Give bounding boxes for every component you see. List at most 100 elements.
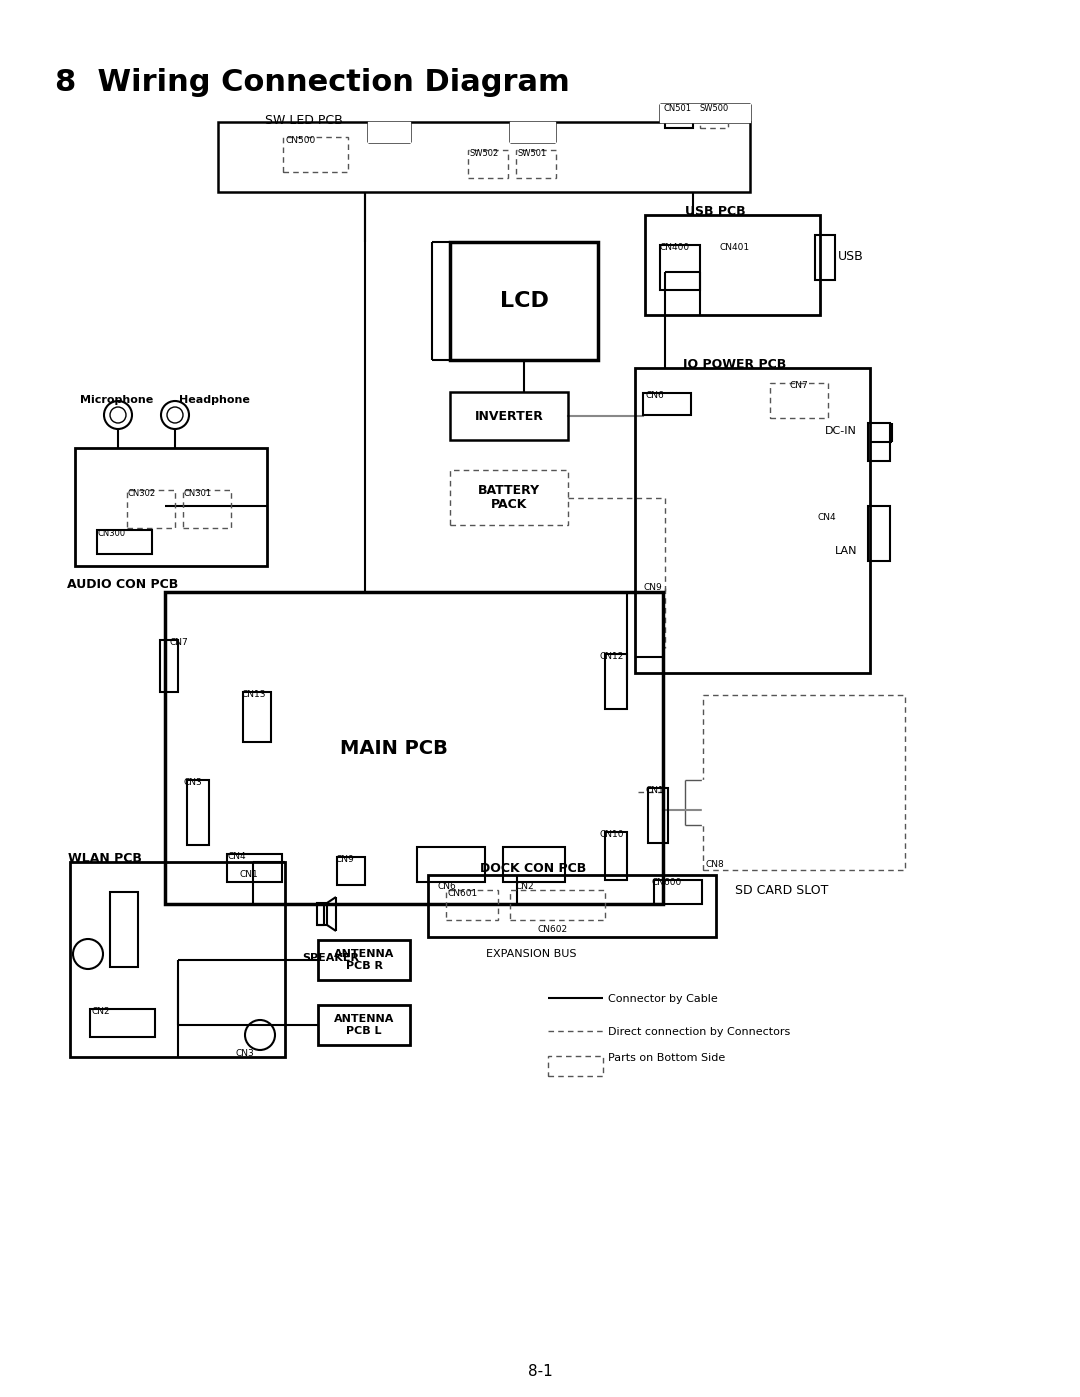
Text: SW502: SW502 (469, 149, 498, 158)
Bar (868, 506, 890, 562)
Bar (868, 423, 890, 461)
Text: USB PCB: USB PCB (685, 205, 745, 218)
Bar (446, 890, 498, 921)
Bar (428, 875, 716, 937)
Text: EXPANSION BUS: EXPANSION BUS (486, 949, 577, 958)
Bar (165, 592, 663, 904)
Bar (548, 1056, 603, 1076)
Bar (218, 122, 750, 191)
Text: MAIN PCB: MAIN PCB (340, 739, 448, 757)
Text: DC-IN: DC-IN (825, 426, 856, 436)
Text: SW501: SW501 (517, 149, 546, 158)
Text: INVERTER: INVERTER (474, 409, 543, 422)
Bar (468, 149, 508, 177)
Bar (660, 244, 700, 291)
Text: CN9: CN9 (643, 583, 662, 592)
Text: DOCK CON PCB: DOCK CON PCB (480, 862, 586, 875)
Text: LAN: LAN (835, 546, 858, 556)
Bar (815, 235, 835, 279)
Text: CN3: CN3 (183, 778, 202, 787)
Bar (450, 242, 598, 360)
Text: Direct connection by Connectors: Direct connection by Connectors (608, 1027, 791, 1037)
Text: 8  Wiring Connection Diagram: 8 Wiring Connection Diagram (55, 68, 570, 96)
Bar (450, 393, 568, 440)
Text: Parts on Bottom Side: Parts on Bottom Side (608, 1053, 726, 1063)
Bar (318, 1004, 410, 1045)
Bar (703, 694, 905, 870)
Bar (605, 654, 627, 710)
Text: CN12: CN12 (600, 652, 624, 661)
Bar (450, 469, 568, 525)
Bar (160, 640, 178, 692)
Bar (318, 902, 327, 925)
Text: USB: USB (838, 250, 864, 263)
Text: CN300: CN300 (98, 529, 126, 538)
Bar (503, 847, 565, 882)
Text: Microphone: Microphone (80, 395, 153, 405)
Bar (648, 788, 669, 842)
Text: CN501: CN501 (663, 103, 691, 113)
Bar (127, 490, 175, 528)
Text: Connector by Cable: Connector by Cable (608, 995, 718, 1004)
Text: CN13: CN13 (241, 690, 266, 698)
Bar (110, 893, 138, 967)
Text: CN302: CN302 (129, 489, 157, 497)
Text: CN400: CN400 (659, 243, 689, 251)
Bar (645, 215, 820, 314)
Bar (770, 383, 828, 418)
Text: CN7: CN7 (789, 381, 809, 390)
Text: CN601: CN601 (447, 888, 477, 898)
Bar (510, 890, 605, 921)
Text: CN7: CN7 (170, 638, 189, 647)
Bar (227, 854, 282, 882)
Text: ANTENNA
PCB L: ANTENNA PCB L (334, 1014, 394, 1035)
Text: ANTENNA
PCB R: ANTENNA PCB R (334, 949, 394, 971)
Text: WLAN PCB: WLAN PCB (68, 852, 141, 865)
Bar (417, 847, 485, 882)
Bar (337, 856, 365, 886)
Text: CN3: CN3 (235, 1049, 254, 1058)
Text: SW500: SW500 (700, 103, 729, 113)
Bar (70, 862, 285, 1058)
Text: CN2: CN2 (515, 882, 534, 891)
Text: SD CARD SLOT: SD CARD SLOT (735, 884, 828, 897)
Bar (187, 780, 210, 845)
Text: CN4: CN4 (818, 513, 837, 522)
Text: BATTERY
PACK: BATTERY PACK (478, 483, 540, 511)
Bar (643, 393, 691, 415)
Bar (516, 149, 556, 177)
Text: CN8: CN8 (706, 861, 725, 869)
Text: CN1: CN1 (240, 870, 259, 879)
Bar (283, 137, 348, 172)
Text: CN10: CN10 (600, 830, 624, 840)
Text: CN500: CN500 (285, 136, 315, 145)
Text: CN1: CN1 (645, 787, 664, 795)
Bar (75, 448, 267, 566)
Bar (605, 833, 627, 880)
Text: SPEAKER: SPEAKER (302, 953, 359, 963)
Text: CN2: CN2 (92, 1007, 110, 1016)
Bar (183, 490, 231, 528)
Text: CN6: CN6 (645, 391, 664, 400)
Text: Headphone: Headphone (179, 395, 249, 405)
Text: CN4: CN4 (228, 852, 246, 861)
Text: CN6: CN6 (437, 882, 456, 891)
Bar (90, 1009, 156, 1037)
Bar (654, 880, 702, 904)
Text: AUDIO CON PCB: AUDIO CON PCB (67, 578, 178, 591)
Text: CN600: CN600 (652, 877, 683, 887)
Text: CN9: CN9 (335, 855, 354, 863)
Bar (243, 692, 271, 742)
Bar (700, 106, 728, 129)
Text: CN301: CN301 (184, 489, 212, 497)
Text: 8-1: 8-1 (528, 1365, 552, 1379)
Text: CN602: CN602 (538, 925, 568, 935)
Bar (97, 529, 152, 555)
Bar (318, 940, 410, 981)
Text: IO POWER PCB: IO POWER PCB (683, 358, 786, 372)
Bar (635, 367, 870, 673)
Text: LCD: LCD (500, 291, 549, 312)
Bar (665, 106, 693, 129)
Text: CN401: CN401 (720, 243, 751, 251)
Text: SW LED PCB: SW LED PCB (265, 115, 342, 127)
